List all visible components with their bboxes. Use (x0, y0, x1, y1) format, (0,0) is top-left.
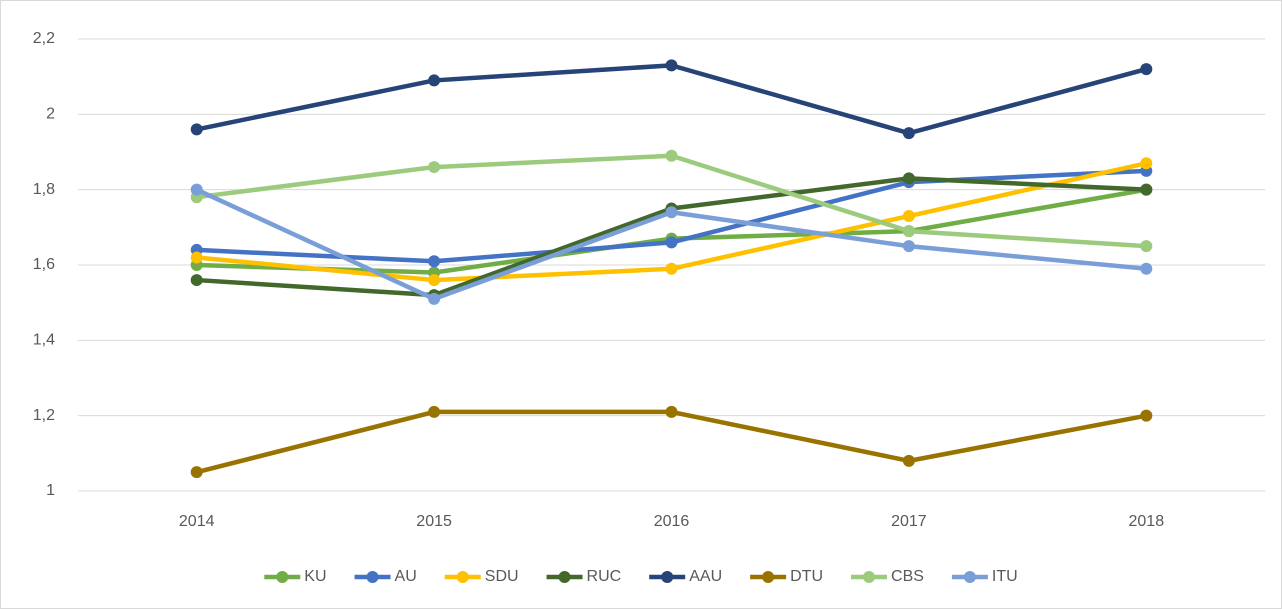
data-point (428, 292, 441, 305)
x-tick-label: 2015 (416, 513, 452, 530)
data-point (1140, 157, 1153, 170)
data-point (428, 74, 441, 87)
legend-marker (963, 571, 976, 583)
y-tick-label: 2 (46, 106, 55, 123)
data-point (190, 123, 203, 136)
data-point (665, 59, 678, 72)
data-point (428, 161, 441, 174)
data-point (902, 127, 915, 140)
data-point (1140, 63, 1153, 76)
legend-marker (558, 571, 571, 583)
legend-label: ITU (992, 568, 1018, 585)
data-point (428, 405, 441, 418)
data-point (665, 206, 678, 219)
legend-marker (661, 571, 674, 583)
data-point (190, 251, 203, 264)
data-point (665, 262, 678, 275)
legend-marker (366, 571, 379, 583)
data-point (1140, 262, 1153, 275)
data-point (1140, 409, 1153, 422)
legend-marker (863, 571, 876, 583)
legend-label: AU (395, 568, 417, 585)
y-tick-label: 1,6 (33, 256, 55, 273)
data-point (428, 274, 441, 287)
data-point (902, 172, 915, 185)
legend-label: AAU (689, 568, 722, 585)
x-tick-label: 2018 (1129, 513, 1165, 530)
data-point (665, 149, 678, 162)
legend-marker (762, 571, 775, 583)
y-tick-label: 1,4 (33, 332, 55, 349)
legend-label: SDU (485, 568, 519, 585)
legend-label: KU (304, 568, 326, 585)
data-point (190, 274, 203, 287)
x-tick-label: 2017 (891, 513, 927, 530)
y-tick-label: 2,2 (33, 30, 55, 47)
legend-marker (276, 571, 289, 583)
data-point (902, 240, 915, 253)
legend-label: DTU (790, 568, 823, 585)
data-point (902, 210, 915, 223)
data-point (665, 236, 678, 249)
data-point (190, 466, 203, 479)
data-point (1140, 183, 1153, 196)
data-point (902, 454, 915, 467)
x-tick-label: 2014 (179, 513, 215, 530)
y-tick-label: 1,2 (33, 407, 55, 424)
data-point (190, 183, 203, 196)
data-point (1140, 240, 1153, 253)
data-point (665, 405, 678, 418)
y-tick-label: 1 (46, 482, 55, 499)
legend-marker (456, 571, 469, 583)
legend-label: CBS (891, 568, 924, 585)
x-tick-label: 2016 (654, 513, 690, 530)
legend-label: RUC (587, 568, 622, 585)
data-point (902, 225, 915, 238)
y-tick-label: 1,8 (33, 181, 55, 198)
data-point (428, 255, 441, 268)
